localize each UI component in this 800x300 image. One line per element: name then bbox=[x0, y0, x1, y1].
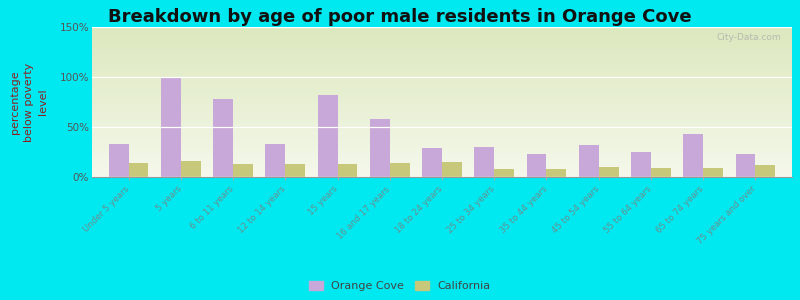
Bar bbox=[161, 77, 181, 177]
Text: below poverty: below poverty bbox=[24, 62, 34, 142]
Bar bbox=[109, 144, 129, 177]
Text: 12 to 14 years: 12 to 14 years bbox=[237, 184, 288, 235]
Text: 6 to 11 years: 6 to 11 years bbox=[189, 184, 235, 231]
Bar bbox=[390, 163, 410, 177]
Bar bbox=[129, 163, 149, 177]
Bar bbox=[181, 161, 201, 177]
Bar bbox=[703, 168, 723, 177]
Bar bbox=[474, 147, 494, 177]
Bar bbox=[579, 145, 598, 177]
Bar bbox=[318, 95, 338, 177]
Text: 65 to 74 years: 65 to 74 years bbox=[655, 184, 706, 235]
Bar bbox=[755, 165, 775, 177]
Text: 45 to 54 years: 45 to 54 years bbox=[550, 184, 601, 235]
Bar bbox=[683, 134, 703, 177]
Text: 16 and 17 years: 16 and 17 years bbox=[336, 184, 392, 241]
Bar bbox=[631, 152, 651, 177]
Bar bbox=[370, 119, 390, 177]
Bar bbox=[266, 144, 286, 177]
Text: 35 to 44 years: 35 to 44 years bbox=[498, 184, 549, 235]
Text: 55 to 64 years: 55 to 64 years bbox=[602, 184, 654, 235]
Legend: Orange Cove, California: Orange Cove, California bbox=[310, 281, 490, 291]
Bar bbox=[233, 164, 253, 177]
Bar bbox=[598, 167, 618, 177]
Bar bbox=[338, 164, 358, 177]
Bar bbox=[286, 164, 305, 177]
Text: 18 to 24 years: 18 to 24 years bbox=[394, 184, 445, 235]
Text: 75 years and over: 75 years and over bbox=[696, 184, 758, 246]
Bar bbox=[546, 169, 566, 177]
Text: Breakdown by age of poor male residents in Orange Cove: Breakdown by age of poor male residents … bbox=[108, 8, 692, 26]
Bar bbox=[494, 169, 514, 177]
Bar bbox=[422, 148, 442, 177]
Bar bbox=[651, 168, 671, 177]
Bar bbox=[735, 154, 755, 177]
Text: 5 years: 5 years bbox=[154, 184, 183, 214]
Bar bbox=[526, 154, 546, 177]
Text: City-Data.com: City-Data.com bbox=[717, 33, 782, 42]
Text: Under 5 years: Under 5 years bbox=[82, 184, 131, 234]
Text: level: level bbox=[38, 89, 48, 115]
Text: 15 years: 15 years bbox=[307, 184, 340, 218]
Text: percentage: percentage bbox=[10, 70, 19, 134]
Bar bbox=[213, 99, 233, 177]
Text: 25 to 34 years: 25 to 34 years bbox=[446, 184, 497, 235]
Bar bbox=[442, 162, 462, 177]
